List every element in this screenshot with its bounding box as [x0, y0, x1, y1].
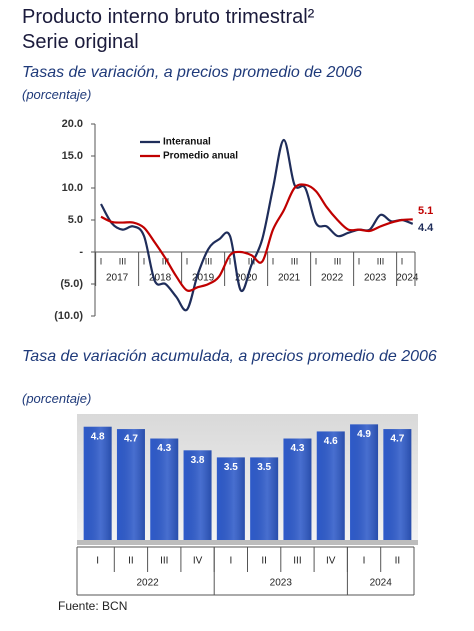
value-label: 4.6 [324, 436, 338, 447]
value-label: 4.3 [290, 443, 304, 454]
y-tick-label: 15.0 [62, 150, 83, 162]
chart-title: Tasas de variación, a precios promedio d… [22, 64, 363, 81]
x-tick-label: I [186, 256, 189, 266]
year-label: 2022 [321, 273, 344, 284]
value-label: 4.8 [91, 431, 105, 442]
x-tick-label: IV [326, 556, 336, 567]
x-tick-label: III [293, 556, 301, 567]
bar-shade [350, 424, 379, 540]
end-label: 5.1 [418, 205, 433, 217]
y-tick-label: 20.0 [62, 118, 83, 130]
end-label: 4.4 [418, 222, 434, 234]
legend-label: Promedio anual [163, 151, 238, 162]
bar-shade [383, 429, 412, 540]
x-tick-label: II [395, 556, 401, 567]
x-tick-label: II [261, 556, 267, 567]
value-label: 4.3 [157, 443, 171, 454]
value-label: 3.5 [257, 462, 271, 473]
year-label: 2018 [149, 273, 172, 284]
x-tick-label: III [248, 256, 256, 266]
x-tick-label: I [272, 256, 275, 266]
value-label: 3.8 [191, 455, 205, 466]
x-tick-label: I [363, 556, 366, 567]
bar-shade [183, 450, 212, 540]
x-tick-label: III [160, 556, 168, 567]
bar-shade [83, 426, 112, 540]
y-label: (porcentaje) [22, 87, 92, 102]
value-label: 4.7 [390, 434, 404, 445]
y-tick-label: - [79, 246, 83, 258]
x-tick-label: IV [193, 556, 203, 567]
bar-shade [316, 431, 345, 540]
year-label: 2022 [136, 578, 159, 589]
bar-shade [150, 438, 179, 540]
year-label: 2024 [396, 273, 419, 284]
source: Fuente: BCN [58, 599, 128, 613]
year-label: 2019 [192, 273, 215, 284]
page-subtitle: Serie original [22, 31, 139, 53]
year-label: 2023 [364, 273, 387, 284]
x-tick-label: I [100, 256, 103, 266]
x-tick-label: II [128, 556, 134, 567]
bar-shade [283, 438, 312, 540]
x-tick-label: III [377, 256, 385, 266]
series-line [100, 183, 413, 292]
bar-shade [116, 429, 145, 540]
x-tick-label: I [401, 256, 404, 266]
x-tick-label: III [162, 256, 170, 266]
x-tick-label: III [291, 256, 299, 266]
series-line [100, 138, 414, 312]
legend-label: Interanual [163, 137, 211, 148]
x-tick-label: I [229, 556, 232, 567]
x-tick-label: I [229, 256, 232, 266]
y-tick-label: (5.0) [60, 278, 83, 290]
year-label: 2023 [270, 578, 293, 589]
value-label: 4.7 [124, 434, 138, 445]
bar-shade [250, 457, 279, 540]
x-tick-label: I [315, 256, 318, 266]
year-label: 2021 [278, 273, 301, 284]
page-title: Producto interno bruto trimestral² [22, 6, 315, 28]
y-label: (porcentaje) [22, 391, 92, 406]
x-tick-label: III [334, 256, 342, 266]
chart-title: Tasa de variación acumulada, a precios p… [22, 348, 437, 365]
y-tick-label: (10.0) [54, 310, 83, 322]
x-tick-label: III [119, 256, 127, 266]
value-label: 3.5 [224, 462, 238, 473]
x-tick-label: I [96, 556, 99, 567]
x-tick-label: I [143, 256, 146, 266]
y-tick-label: 10.0 [62, 182, 83, 194]
plot-floor [77, 540, 418, 545]
y-tick-label: 5.0 [68, 214, 83, 226]
value-label: 4.9 [357, 429, 371, 440]
bar-shade [216, 457, 245, 540]
year-label: 2017 [106, 273, 129, 284]
x-tick-label: III [205, 256, 213, 266]
year-label: 2024 [370, 578, 393, 589]
x-tick-label: I [358, 256, 361, 266]
